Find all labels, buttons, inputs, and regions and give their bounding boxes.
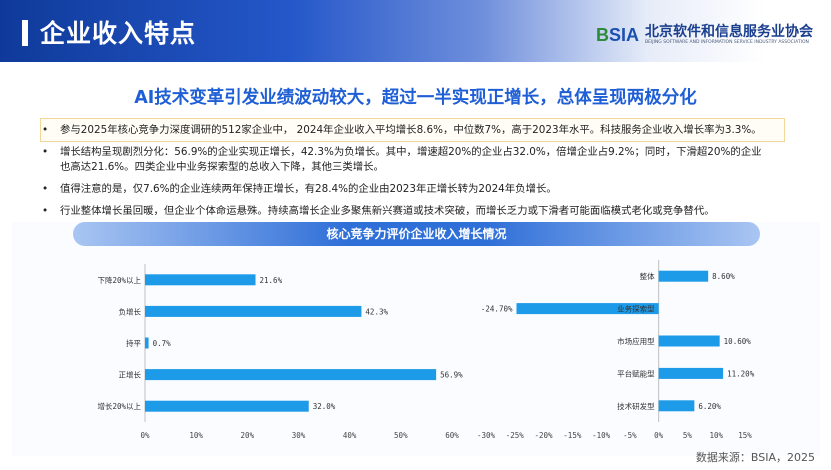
bullet-list: • 参与2025年核心竞争力深度调研的512家企业中， 2024年企业收入平均增… bbox=[42, 124, 762, 217]
x-tick-label: -25% bbox=[506, 431, 525, 440]
x-tick-label: -5% bbox=[623, 431, 637, 440]
headline: AI技术变革引发业绩波动较大，超过一半实现正增长，总体呈现两极分化 bbox=[134, 88, 697, 108]
bar bbox=[658, 367, 724, 379]
category-label: 负增长 bbox=[119, 306, 142, 316]
x-tick-label: 50% bbox=[394, 431, 408, 440]
x-tick-label: -15% bbox=[563, 431, 582, 440]
category-label: 整体 bbox=[640, 271, 655, 281]
bullet-dot-icon: • bbox=[42, 205, 49, 217]
category-label: 业务探索型 bbox=[617, 304, 655, 314]
category-label: 持平 bbox=[126, 338, 141, 348]
category-label: 技术研发型 bbox=[617, 401, 655, 411]
bar bbox=[145, 305, 362, 317]
bullet-dot-icon: • bbox=[42, 183, 49, 195]
bsia-logo: BSIA 北京软件和信息服务业协会 BEIJING SOFTWARE AND I… bbox=[596, 24, 813, 48]
x-tick-label: -30% bbox=[477, 431, 496, 440]
chart-enterprise-type-growth: -30% -25% -20% -15% -10% -5% 0% 5% 10% 15% 整体 8.60%… bbox=[477, 260, 755, 440]
data-label: 10.60% bbox=[724, 337, 752, 346]
bar bbox=[145, 369, 437, 381]
bar bbox=[145, 274, 256, 286]
chart-panel-title: 核心竞争力评价企业收入增长情况 bbox=[73, 222, 760, 246]
data-label: 21.6% bbox=[260, 276, 283, 285]
title-accent-bar bbox=[22, 20, 28, 46]
data-label: 8.60% bbox=[712, 272, 735, 281]
data-label: -24.70% bbox=[481, 305, 513, 314]
data-label: 6.20% bbox=[698, 402, 721, 411]
bar bbox=[145, 337, 149, 349]
x-tick-label: 0% bbox=[140, 431, 150, 440]
x-tick-label: 15% bbox=[738, 431, 752, 440]
bar bbox=[658, 400, 695, 412]
category-label: 下降20%以上 bbox=[97, 275, 141, 285]
x-tick-label: -10% bbox=[592, 431, 611, 440]
highlight-box bbox=[40, 118, 785, 142]
category-label: 平台赋能型 bbox=[617, 368, 655, 378]
x-tick-label: 60% bbox=[445, 431, 459, 440]
x-tick-label: 40% bbox=[343, 431, 357, 440]
bullet-dot-icon: • bbox=[42, 124, 49, 136]
data-label: 0.7% bbox=[153, 339, 172, 348]
x-tick-label: 20% bbox=[241, 431, 255, 440]
x-tick-label: -20% bbox=[535, 431, 554, 440]
data-source: 数据来源：BSIA，2025 bbox=[695, 451, 815, 464]
x-tick-label: 5% bbox=[683, 431, 693, 440]
bar bbox=[658, 270, 709, 282]
bullet-dot-icon: • bbox=[42, 146, 49, 158]
bar bbox=[516, 303, 659, 315]
logo-name-cn: 北京软件和信息服务业协会 bbox=[645, 24, 814, 40]
x-tick-label: 0% bbox=[654, 431, 664, 440]
bar bbox=[658, 335, 720, 347]
category-label: 正增长 bbox=[119, 370, 142, 380]
data-label: 11.20% bbox=[727, 369, 755, 378]
data-label: 42.3% bbox=[365, 307, 388, 316]
logo-mark: BSIA bbox=[596, 25, 640, 45]
data-label: 56.9% bbox=[440, 371, 463, 380]
data-label: 32.0% bbox=[313, 402, 336, 411]
x-tick-label: 10% bbox=[189, 431, 203, 440]
category-label: 市场应用型 bbox=[617, 336, 655, 346]
category-label: 增长20%以上 bbox=[97, 401, 141, 411]
x-tick-label: 10% bbox=[709, 431, 723, 440]
x-tick-label: 30% bbox=[292, 431, 306, 440]
page-title: 企业收入特点 bbox=[40, 19, 197, 48]
chart-growth-distribution: 0% 10% 20% 30% 40% 50% 60% 下降20%以上 21.6% 负增长 42.3%… bbox=[97, 264, 463, 440]
bar bbox=[145, 400, 309, 412]
header-banner: 企业收入特点 bbox=[0, 0, 831, 62]
logo-name-en: BEIJING SOFTWARE AND INFORMATION SERVICE… bbox=[645, 40, 809, 45]
